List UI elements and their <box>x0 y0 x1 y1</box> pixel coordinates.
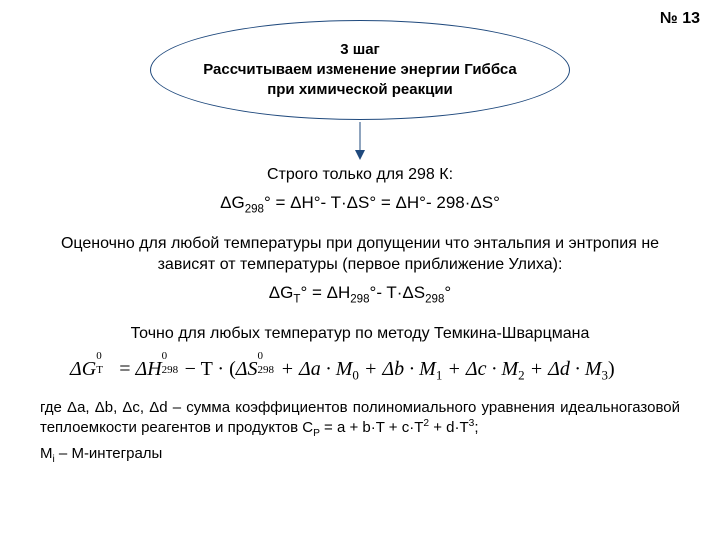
eq1-sub: 298 <box>245 203 264 215</box>
ellipse-line-3: при химической реакции <box>267 80 453 100</box>
eq1-rest: ° = ΔH°- T·ΔS° = ΔH°- 298·ΔS° <box>264 193 500 212</box>
footer-cp-sub: P <box>313 428 320 439</box>
step-ellipse: 3 шаг Рассчитываем изменение энергии Гиб… <box>150 20 570 120</box>
eq1-pre: ΔG <box>220 193 245 212</box>
eq2-pre1: ΔG <box>269 283 294 302</box>
footer-l2-pre: M <box>40 445 53 462</box>
ellipse-line-2: Рассчитываем изменение энергии Гиббса <box>203 60 517 80</box>
ellipse-line-1: 3 шаг <box>340 40 380 60</box>
arrow-down-icon <box>352 122 368 160</box>
content-area: Строго только для 298 К: ΔG298° = ΔH°- T… <box>40 164 680 471</box>
strict-298-intro: Строго только для 298 К: <box>40 164 680 186</box>
approx-eq: ΔGT° = ΔH298°- T·ΔS298° <box>40 282 680 305</box>
eq2-sub2: 298 <box>350 293 369 305</box>
eq2-sub3: 298 <box>425 293 444 305</box>
eq2-post: ° <box>444 283 451 302</box>
footer-l1-end: ; <box>474 419 478 436</box>
footer-line1: где Δa, Δb, Δc, Δd – сумма коэффициентов… <box>40 398 680 439</box>
footer-l1-post: = a + b·T + c·T <box>320 419 424 436</box>
approx-intro: Оценочно для любой температуры при допущ… <box>40 233 680 276</box>
temkin-eq: ΔG0TX = ΔH0298X − T · (ΔS0298X + Δa · M0… <box>70 358 615 384</box>
footer-l1-post2: + d·T <box>429 419 469 436</box>
temkin-eq-wrap: ΔG0TX = ΔH0298X − T · (ΔS0298X + Δa · M0… <box>70 358 680 384</box>
slide-number: № 13 <box>660 10 700 28</box>
strict-298-eq: ΔG298° = ΔH°- T·ΔS° = ΔH°- 298·ΔS° <box>40 192 680 215</box>
temkin-intro: Точно для любых температур по методу Тем… <box>40 323 680 345</box>
footer-line2: Mi – M-интегралы <box>40 444 680 464</box>
eq2-mid2: °- T·ΔS <box>370 283 426 302</box>
eq2-mid1: ° = ΔH <box>300 283 350 302</box>
footer-l2-post: – M-интегралы <box>55 445 163 462</box>
